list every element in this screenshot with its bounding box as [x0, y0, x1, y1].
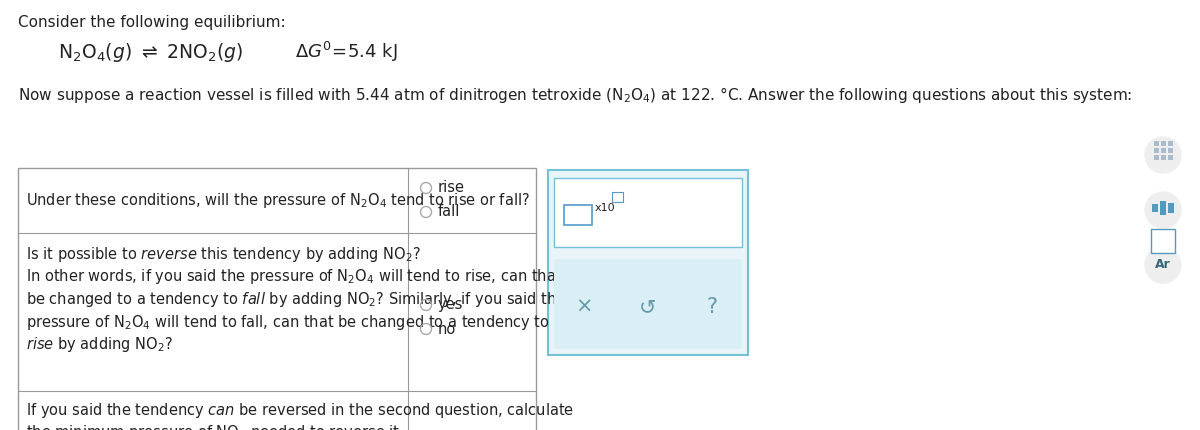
Bar: [1152, 204, 1158, 212]
Text: ↺: ↺: [640, 297, 656, 317]
Text: ?: ?: [707, 297, 718, 317]
Circle shape: [1145, 137, 1181, 173]
Bar: [1162, 148, 1166, 153]
Bar: [1168, 141, 1174, 146]
Bar: [548, 170, 748, 355]
Text: Under these conditions, will the pressure of $\mathdefault{N_2O_4}$ tend to rise: Under these conditions, will the pressur…: [26, 191, 530, 210]
Bar: [1154, 155, 1159, 160]
Circle shape: [1145, 247, 1181, 283]
Bar: [1154, 148, 1159, 153]
Text: rise: rise: [438, 181, 466, 196]
Text: yes: yes: [438, 298, 463, 313]
Text: $\it{rise}$ by adding $\mathdefault{NO_2}$?: $\it{rise}$ by adding $\mathdefault{NO_2…: [26, 335, 173, 354]
Text: Consider the following equilibrium:: Consider the following equilibrium:: [18, 15, 286, 30]
Text: pressure of $\mathdefault{N_2O_4}$ will tend to fall, can that be changed to a t: pressure of $\mathdefault{N_2O_4}$ will …: [26, 313, 550, 332]
Bar: [554, 259, 742, 349]
Bar: [1160, 201, 1166, 215]
Text: If you said the tendency $\it{can}$ be reversed in the second question, calculat: If you said the tendency $\it{can}$ be r…: [26, 401, 574, 420]
Text: be changed to a tendency to $\it{fall}$ by adding $\mathdefault{NO_2}$? Similarl: be changed to a tendency to $\it{fall}$ …: [26, 290, 566, 309]
Text: $\Delta G^0\!=\!5.4\ \mathrm{kJ}$: $\Delta G^0\!=\!5.4\ \mathrm{kJ}$: [295, 40, 397, 64]
Bar: [1168, 148, 1174, 153]
Text: Is it possible to $\it{reverse}$ this tendency by adding $\mathdefault{NO_2}$?: Is it possible to $\it{reverse}$ this te…: [26, 245, 421, 264]
Text: the minimum pressure of $\mathdefault{NO_2}$ needed to reverse it.: the minimum pressure of $\mathdefault{NO…: [26, 423, 404, 430]
Bar: [1168, 203, 1174, 213]
Text: x10: x10: [595, 203, 616, 213]
Text: no: no: [438, 322, 456, 337]
Bar: [1151, 229, 1175, 253]
Text: Ar: Ar: [1156, 258, 1171, 271]
Text: $\mathdefault{N_2O_4}$$(g)$ $\rightleftharpoons$ $\mathdefault{2NO_2}$$(g)$: $\mathdefault{N_2O_4}$$(g)$ $\rightlefth…: [58, 40, 244, 64]
Text: fall: fall: [438, 205, 461, 219]
Text: Now suppose a reaction vessel is filled with 5.44 atm of dinitrogen tetroxide $\: Now suppose a reaction vessel is filled …: [18, 85, 1133, 105]
Bar: [612, 192, 623, 202]
Bar: [554, 178, 742, 247]
Text: ×: ×: [575, 297, 593, 317]
Bar: [1154, 141, 1159, 146]
Circle shape: [1145, 192, 1181, 228]
Bar: [1162, 141, 1166, 146]
Text: In other words, if you said the pressure of $\mathdefault{N_2O_4}$ will tend to : In other words, if you said the pressure…: [26, 267, 563, 286]
Bar: [1162, 155, 1166, 160]
Bar: [564, 205, 592, 225]
Bar: [18, 168, 536, 430]
Bar: [1168, 155, 1174, 160]
